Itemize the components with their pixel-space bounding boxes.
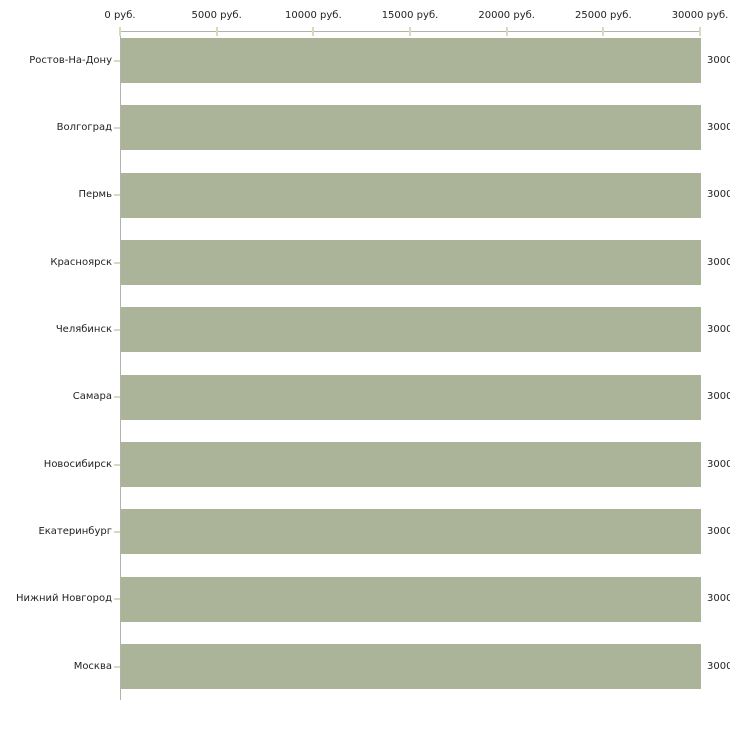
bar [121, 374, 701, 420]
x-axis-tick-label: 30000 руб. [671, 10, 729, 21]
x-axis-tick-label: 25000 руб. [575, 10, 632, 21]
y-axis-category-label: Ростов-На-Дону [29, 54, 112, 66]
x-axis-tick-label: 10000 руб. [285, 10, 342, 21]
y-axis-tick [114, 194, 120, 197]
x-axis-tick [409, 27, 411, 36]
bar-value-label: 30000 [707, 525, 730, 537]
y-axis-tick [114, 598, 120, 601]
x-axis-tick-label: 15000 руб. [381, 10, 439, 21]
bar-value-label: 30000 [707, 121, 730, 133]
x-axis-tick [215, 27, 218, 36]
bar-value-label: 30000 [707, 323, 730, 335]
x-axis-tick [699, 27, 701, 36]
bar-value-label: 30000 [707, 593, 730, 605]
y-axis-category-label: Москва [73, 660, 112, 672]
y-axis-category-label: Екатеринбург [38, 525, 112, 537]
bar [121, 105, 701, 151]
x-axis-tick [602, 27, 605, 36]
y-axis-tick [114, 463, 120, 466]
y-axis-category-label: Челябинск [55, 323, 112, 335]
bar-value-label: 30000 [707, 256, 730, 268]
x-axis-tick [312, 27, 315, 36]
bar [121, 240, 701, 286]
y-axis-tick [114, 530, 120, 533]
y-axis-tick [114, 261, 120, 264]
bar-value-label: 30000 [707, 391, 730, 403]
y-axis-tick [114, 665, 120, 668]
x-axis-tick-label: 0 руб. [104, 10, 136, 21]
bar [121, 172, 701, 218]
x-axis-tick [119, 27, 121, 36]
bar-value-label: 30000 [707, 189, 730, 201]
bar-value-label: 30000 [707, 660, 730, 672]
y-axis-tick [114, 396, 120, 399]
x-axis-tick-label: 5000 руб. [191, 10, 242, 21]
bar [121, 442, 701, 488]
y-axis-category-label: Самара [72, 391, 112, 403]
bar [121, 576, 701, 622]
y-axis-line [120, 31, 121, 700]
y-axis-tick [114, 126, 120, 129]
bar [121, 509, 701, 555]
y-axis-category-label: Пермь [78, 189, 112, 201]
y-axis-tick [114, 328, 120, 331]
bar [121, 644, 701, 690]
y-axis-category-label: Красноярск [50, 256, 112, 268]
x-axis-tick [505, 27, 508, 36]
bar [121, 38, 701, 83]
y-axis-category-label: Волгоград [56, 121, 112, 133]
y-axis-tick [114, 59, 120, 62]
y-axis-category-label: Новосибирск [43, 458, 112, 470]
x-axis-tick-label: 20000 руб. [478, 10, 535, 21]
y-axis-category-label: Нижний Новгород [15, 593, 112, 605]
bar [121, 307, 701, 353]
bar-value-label: 30000 [707, 54, 730, 66]
bar-value-label: 30000 [707, 458, 730, 470]
